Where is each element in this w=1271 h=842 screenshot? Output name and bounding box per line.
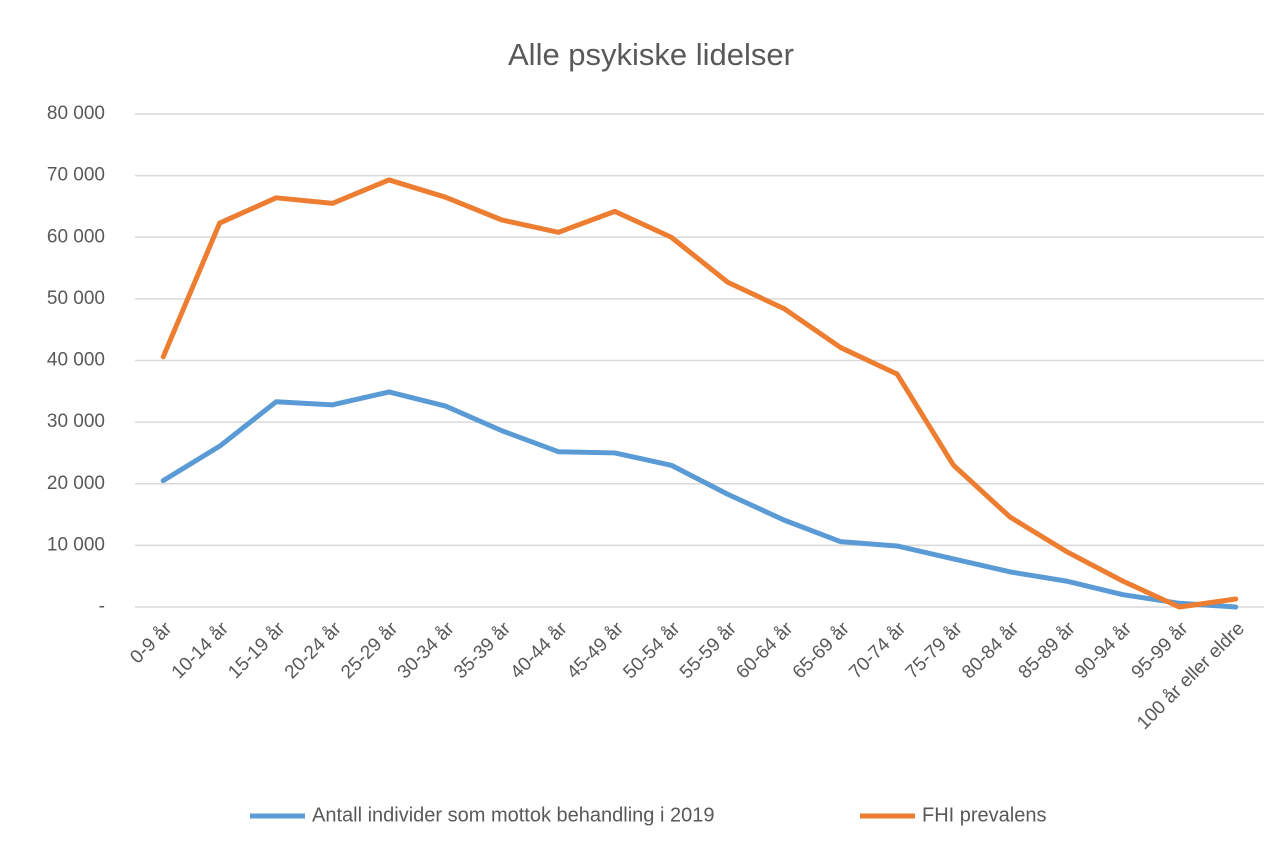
line-series bbox=[160, 177, 1239, 610]
x-tick-label: 60-64 år bbox=[732, 618, 797, 683]
y-tick-label: 10 000 bbox=[47, 534, 105, 555]
legend-label: FHI prevalens bbox=[922, 804, 1047, 826]
x-tick-label: 80-84 år bbox=[958, 618, 1023, 683]
x-tick-label: 100 år eller eldre bbox=[1133, 618, 1249, 734]
x-tick-label: 65-69 år bbox=[789, 618, 854, 683]
x-tick-label: 45-49 år bbox=[563, 618, 628, 683]
legend-label: Antall individer som mottok behandling i… bbox=[312, 804, 714, 826]
x-tick-label: 40-44 år bbox=[507, 618, 572, 683]
y-tick-label: 80 000 bbox=[47, 103, 105, 124]
x-tick-label: 0-9 år bbox=[126, 618, 176, 668]
y-tick-label: 30 000 bbox=[47, 411, 105, 432]
x-tick-label: 10-14 år bbox=[168, 618, 233, 683]
y-tick-label: 40 000 bbox=[47, 350, 105, 371]
y-tick-label: 70 000 bbox=[47, 165, 105, 186]
x-tick-label: 30-34 år bbox=[394, 618, 459, 683]
x-tick-label: 70-74 år bbox=[845, 618, 910, 683]
x-tick-label: 15-19 år bbox=[224, 618, 289, 683]
y-tick-label: - bbox=[99, 596, 105, 617]
chart-title: Alle psykiske lidelser bbox=[508, 37, 794, 72]
x-tick-label: 75-79 år bbox=[902, 618, 967, 683]
y-tick-label: 20 000 bbox=[47, 473, 105, 494]
y-tick-label: 50 000 bbox=[47, 288, 105, 309]
x-tick-label: 90-94 år bbox=[1071, 618, 1136, 683]
line-series bbox=[160, 389, 1239, 610]
x-tick-label: 35-39 år bbox=[450, 618, 515, 683]
x-tick-label: 25-29 år bbox=[337, 618, 402, 683]
y-tick-label: 60 000 bbox=[47, 226, 105, 247]
x-tick-label: 20-24 år bbox=[281, 618, 346, 683]
x-tick-label: 55-59 år bbox=[676, 618, 741, 683]
x-tick-label: 50-54 år bbox=[619, 618, 684, 683]
x-tick-label: 85-89 år bbox=[1015, 618, 1080, 683]
